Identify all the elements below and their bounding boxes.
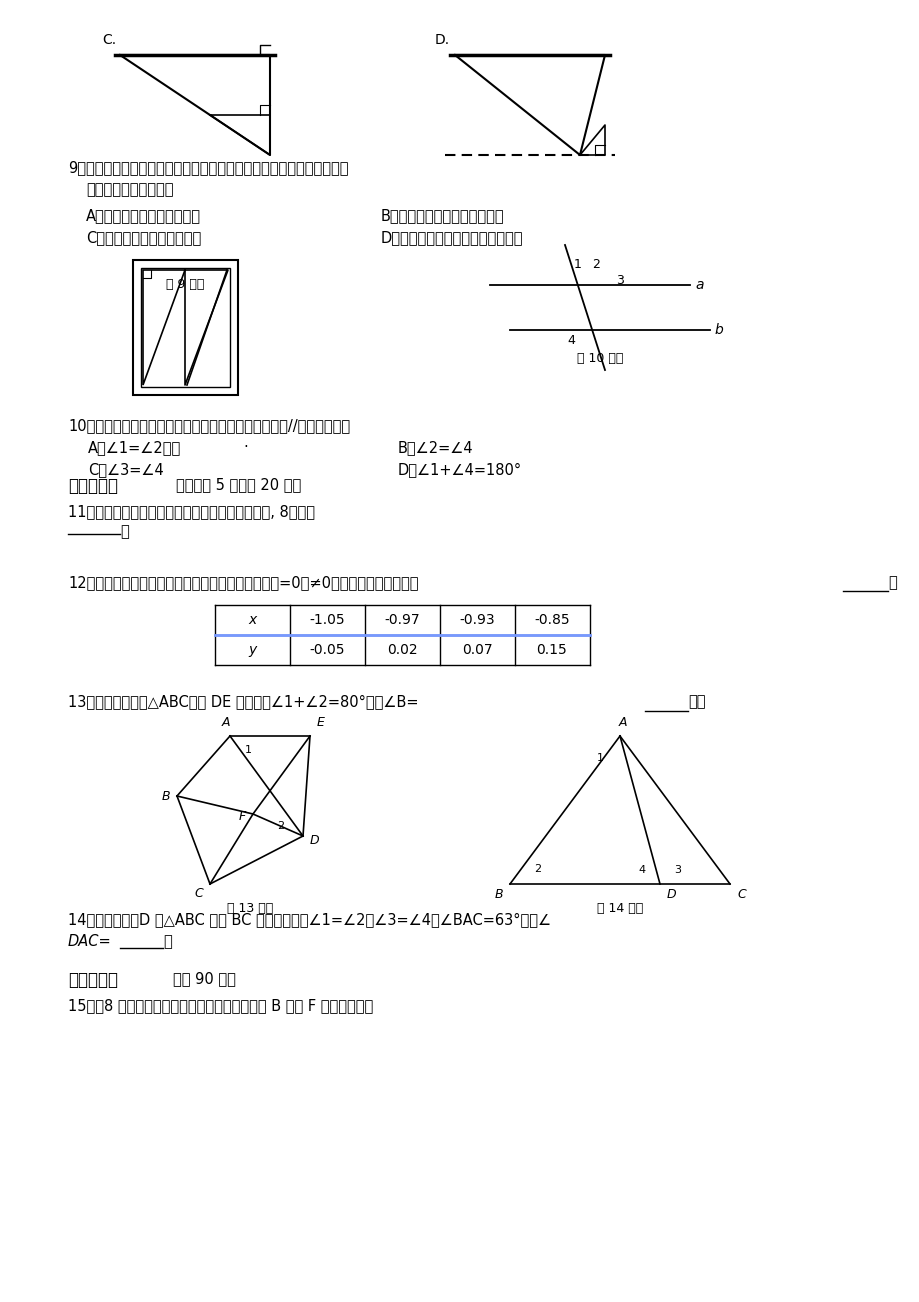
Text: DAC=: DAC= [68,934,111,949]
Text: A．同位角相等，两直线平行: A．同位角相等，两直线平行 [85,208,200,223]
Text: 13．如图所示，将△ABC沿着 DE 翻折，若∠1+∠2=80°，则∠B=: 13．如图所示，将△ABC沿着 DE 翻折，若∠1+∠2=80°，则∠B= [68,694,418,710]
Text: 第 14 题图: 第 14 题图 [596,902,642,915]
Text: -0.93: -0.93 [459,613,494,628]
Text: ·: · [243,440,247,454]
Text: A．∠1=∠2: A．∠1=∠2 [88,440,181,454]
Text: -1.05: -1.05 [309,613,345,628]
Text: y: y [247,643,255,658]
Text: 0.02: 0.02 [386,643,417,658]
Text: 15．（8 分）在图中，确定点的坐标．请说明点 B 和点 F 有什么关系？: 15．（8 分）在图中，确定点的坐标．请说明点 B 和点 F 有什么关系？ [68,999,373,1013]
Text: 1: 1 [573,258,582,271]
Text: A: A [221,716,230,729]
Bar [133,260,238,395]
Text: B: B [161,789,170,802]
Text: A: A [618,716,627,729]
Text: 第 9 题图: 第 9 题图 [165,279,204,292]
Text: 二、填空题: 二、填空题 [68,477,118,495]
Text: 4: 4 [566,335,574,348]
Text: D: D [310,833,319,846]
Text: （共 90 分）: （共 90 分） [173,971,235,986]
Text: ．: ． [887,575,896,590]
Text: C．内错角相等，两直线平行: C．内错角相等，两直线平行 [85,230,201,245]
Text: D．∠1+∠4=180°: D．∠1+∠4=180° [398,462,522,477]
Text: C.: C. [102,33,116,47]
Text: D: D [666,888,675,901]
Text: 3: 3 [616,275,623,288]
Text: （每小题 5 分，共 20 分）: （每小题 5 分，共 20 分） [176,477,301,492]
Text: F: F [239,810,245,823]
Bar [141,268,230,387]
Text: 三、解答题: 三、解答题 [68,971,118,990]
Text: D.: D. [435,33,449,47]
Text: 4: 4 [638,865,645,875]
Text: x: x [247,613,255,628]
Text: 1: 1 [244,745,251,755]
Text: ．: ． [119,523,129,539]
Text: C: C [194,887,203,900]
Text: 1: 1 [596,753,603,763]
Text: 14．如图所示，D 是△ABC 的边 BC 上的一点，且∠1=∠2，∠3=∠4，∠BAC=63°，则∠: 14．如图所示，D 是△ABC 的边 BC 上的一点，且∠1=∠2，∠3=∠4，… [68,911,550,927]
Text: B．∠2=∠4: B．∠2=∠4 [398,440,473,454]
Text: a: a [694,279,703,292]
Text: 0.07: 0.07 [461,643,492,658]
Text: 3: 3 [674,865,681,875]
Text: 度．: 度． [687,694,705,710]
Text: 11．若一次函数与一次函数的图象的交点坐标为（, 8），则: 11．若一次函数与一次函数的图象的交点坐标为（, 8），则 [68,504,314,519]
Text: -0.85: -0.85 [534,613,569,628]
Text: 9．如图所示，用两个相同的三角板按照如图方式作平行线，能解释其中: 9．如图所示，用两个相同的三角板按照如图方式作平行线，能解释其中 [68,160,348,174]
Text: C．∠3=∠4: C．∠3=∠4 [88,462,164,477]
Text: B: B [494,888,503,901]
Text: 2: 2 [534,865,541,874]
Text: 第 13 题图: 第 13 题图 [227,902,273,915]
Text: ．: ． [163,934,172,949]
Text: 第 10 题图: 第 10 题图 [576,352,622,365]
Text: C: C [736,888,745,901]
Text: 2: 2 [278,822,284,831]
Text: 2: 2 [592,258,599,271]
Polygon shape [142,270,185,385]
Text: b: b [714,323,723,337]
Text: 道理的定理是（　　）: 道理的定理是（ ） [85,182,174,197]
Text: -0.97: -0.97 [384,613,419,628]
Text: B．同旁内角互补，两直线平行: B．同旁内角互补，两直线平行 [380,208,505,223]
Text: 12．对于函数，根据表格的对应值，则可以判断方程=0（≠0，为常数）的解可能是: 12．对于函数，根据表格的对应值，则可以判断方程=0（≠0，为常数）的解可能是 [68,575,418,590]
Text: D．平行于同一条直线的两直线平行: D．平行于同一条直线的两直线平行 [380,230,523,245]
Text: -0.05: -0.05 [309,643,345,658]
Text: 10．对于图中标记的各角，下列条件通过推理能够得到//的是（　　）: 10．对于图中标记的各角，下列条件通过推理能够得到//的是（ ） [68,418,350,434]
Text: 0.15: 0.15 [536,643,567,658]
Text: E: E [317,716,324,729]
